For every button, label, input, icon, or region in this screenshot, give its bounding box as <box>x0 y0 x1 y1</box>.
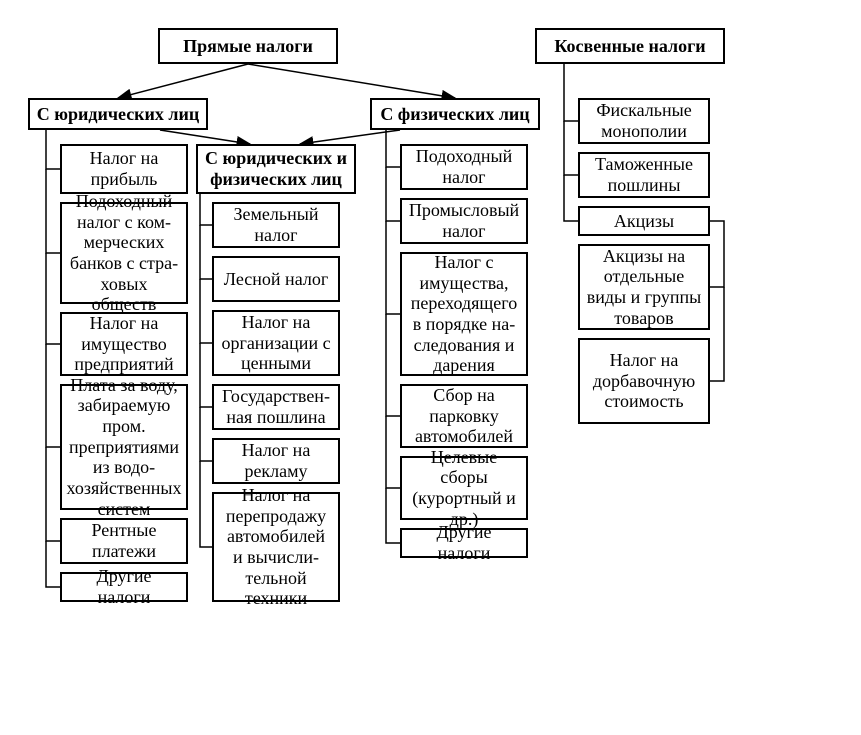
node-b5: Налог на рекламу <box>212 438 340 484</box>
node-b3: Налог на организации с ценными <box>212 310 340 376</box>
node-l6: Другие налоги <box>60 572 188 602</box>
node-i3: Акцизы <box>578 206 710 236</box>
node-i2: Таможенные пошлины <box>578 152 710 198</box>
edge-physical-p6 <box>386 488 400 543</box>
node-l1: Налог на прибыль <box>60 144 188 194</box>
edge-physical-p4 <box>386 314 400 416</box>
node-p2: Промысловый налог <box>400 198 528 244</box>
node-b6: Налог на перепродажу автомобилей и вычис… <box>212 492 340 602</box>
edge-both-b6 <box>200 461 212 547</box>
node-p6: Другие налоги <box>400 528 528 558</box>
node-l2: Подоходный налог с ком­мерческих банков … <box>60 202 188 304</box>
edge-physical-p2 <box>386 167 400 221</box>
node-i4: Акцизы на отдельные виды и груп­пы товар… <box>578 244 710 330</box>
node-both: С юридических и физических лиц <box>196 144 356 194</box>
node-p4: Сбор на парковку автомобилей <box>400 384 528 448</box>
node-b4: Государствен­ная пошлина <box>212 384 340 430</box>
node-indirect: Косвенные налоги <box>535 28 725 64</box>
edge-both-b2 <box>200 225 212 279</box>
node-direct: Прямые налоги <box>158 28 338 64</box>
edge-physical-p3 <box>386 221 400 314</box>
edge-i3-i5 <box>710 287 724 381</box>
node-b2: Лесной налог <box>212 256 340 302</box>
node-p3: Налог с имущества, переходящего в порядк… <box>400 252 528 376</box>
edge-indirect-i2 <box>564 121 578 175</box>
edge-physical-both <box>300 130 400 144</box>
node-i5: Налог на дорбавоч­ную стои­мость <box>578 338 710 424</box>
edge-direct-physical <box>248 64 455 98</box>
edge-both-b5 <box>200 407 212 461</box>
edge-physical-p1 <box>386 130 400 167</box>
edge-physical-p5 <box>386 416 400 488</box>
node-legal: С юридических лиц <box>28 98 208 130</box>
edge-both-b4 <box>200 343 212 407</box>
edge-indirect-i1 <box>564 64 578 121</box>
edge-legal-l3 <box>46 253 60 344</box>
edge-both-b3 <box>200 279 212 343</box>
node-b1: Земельный налог <box>212 202 340 248</box>
node-physical: С физических лиц <box>370 98 540 130</box>
node-l4: Плата за воду, забираемую пром. преприя­… <box>60 384 188 510</box>
node-p1: Подоходный налог <box>400 144 528 190</box>
edge-indirect-i3 <box>564 175 578 221</box>
node-p5: Целевые сборы (курортный и др.) <box>400 456 528 520</box>
edge-direct-legal <box>118 64 248 98</box>
edge-legal-l1 <box>46 130 60 169</box>
node-l5: Рентные платежи <box>60 518 188 564</box>
edge-legal-l2 <box>46 169 60 253</box>
node-l3: Налог на имущество предприятий <box>60 312 188 376</box>
edge-legal-l4 <box>46 344 60 447</box>
edge-legal-l6 <box>46 541 60 587</box>
edge-legal-l5 <box>46 447 60 541</box>
edge-legal-both <box>160 130 250 144</box>
node-i1: Фискальные монополии <box>578 98 710 144</box>
edge-i3-i4 <box>710 221 724 287</box>
